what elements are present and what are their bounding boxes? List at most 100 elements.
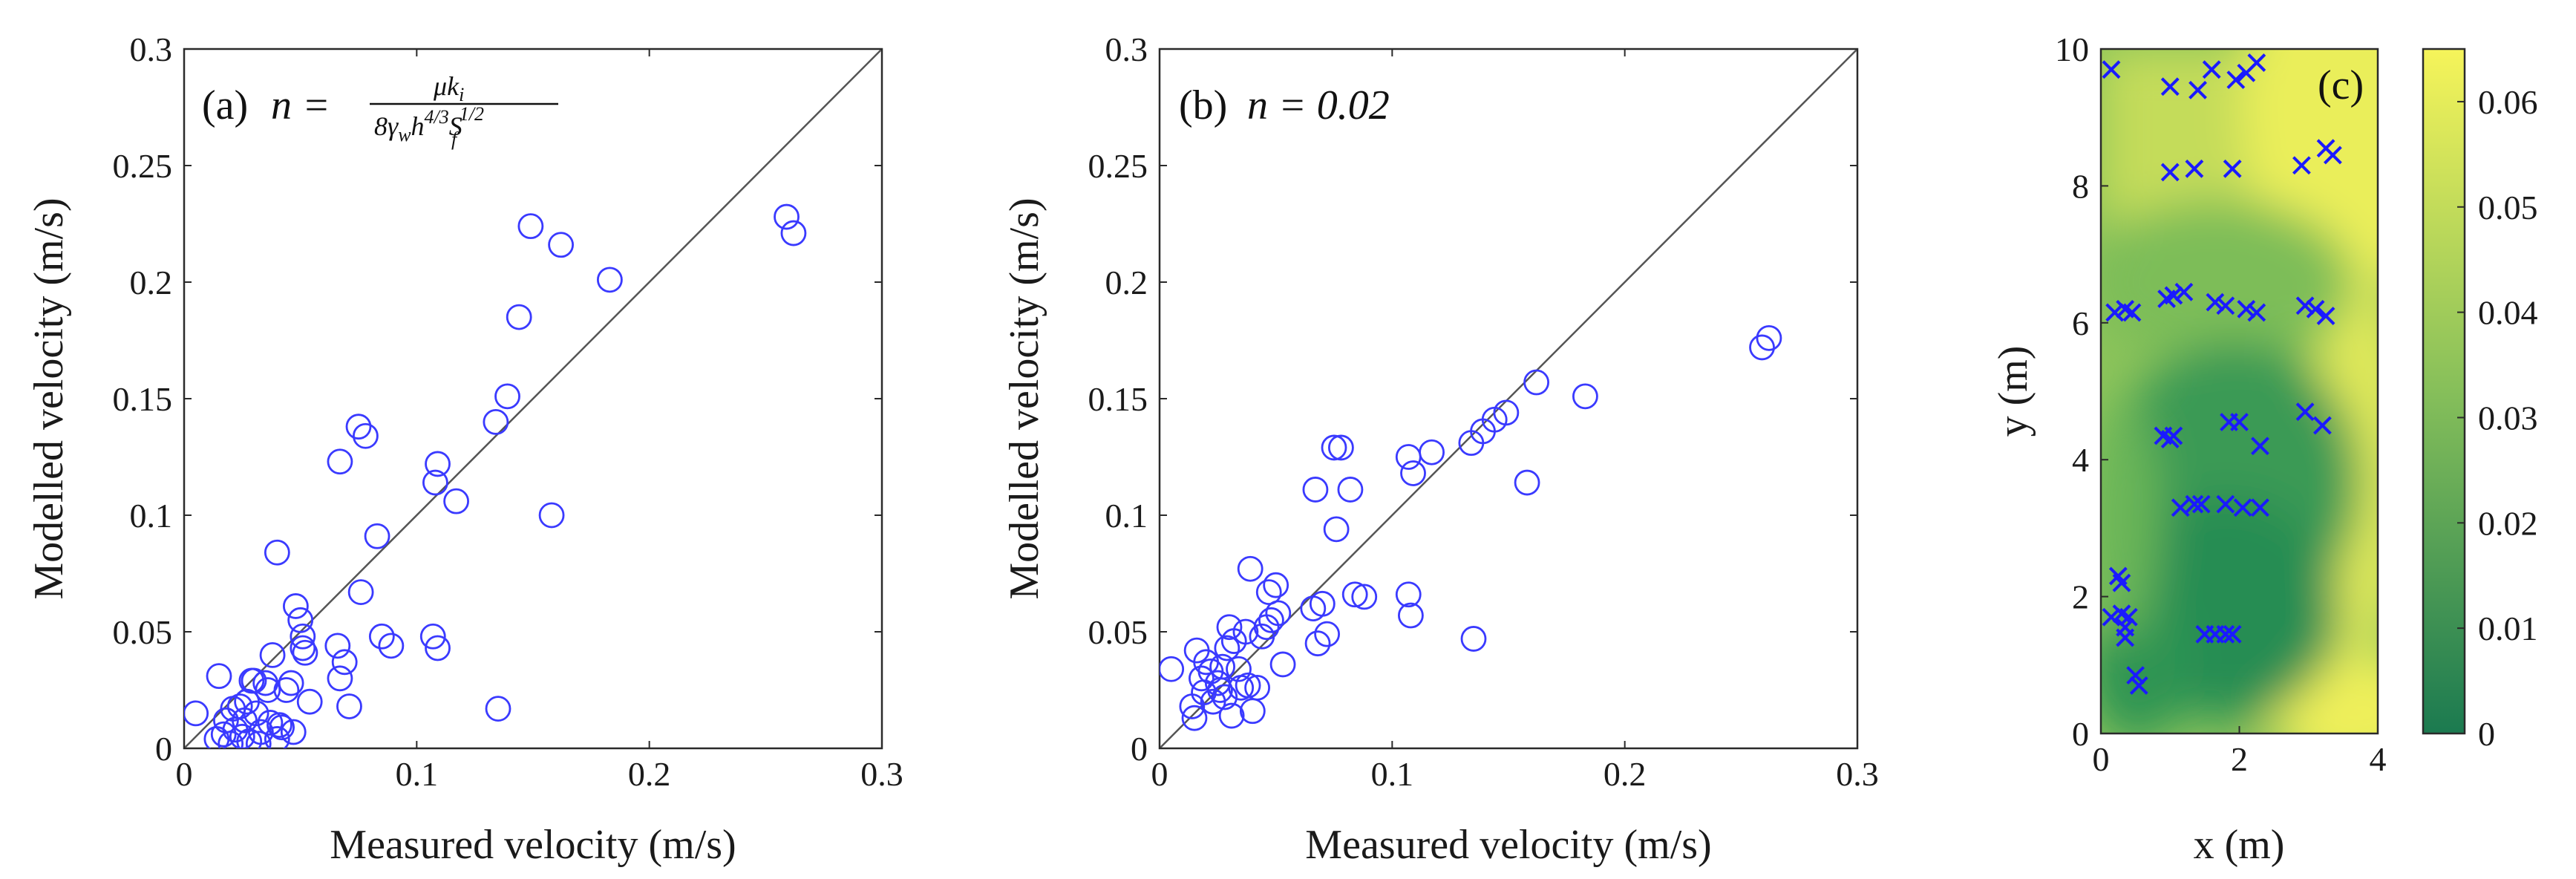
panel-c: 0 2 4 0 2 4 6 8 10 (c) x (m) y (m) 0 0.01 0.02 0.03… (1990, 30, 2538, 868)
data-point (422, 469, 448, 496)
data-point (345, 414, 372, 440)
data-point (1395, 581, 1422, 608)
data-point (368, 623, 395, 650)
data-point (494, 383, 520, 410)
colorbar-tick-label: 0.04 (2478, 294, 2538, 332)
data-point (327, 448, 353, 475)
data-point (259, 642, 286, 668)
measurement-marker (2216, 494, 2235, 514)
data-point (229, 723, 255, 748)
y-tick-label: 0 (1131, 730, 1148, 768)
data-point (1351, 584, 1378, 610)
data-point (780, 220, 807, 246)
data-point (290, 623, 316, 650)
data-point (1189, 665, 1215, 692)
panel-a-denominator: 8γwh4/3S1/2 f (374, 103, 484, 150)
data-point (506, 304, 532, 330)
measurement-marker (2295, 402, 2315, 422)
data-point (1321, 434, 1347, 461)
measurement-marker (2202, 60, 2221, 79)
x-tick-label: 2 (2231, 740, 2248, 778)
colorbar-tick-label: 0.02 (2478, 504, 2538, 542)
data-point (425, 635, 451, 661)
x-tick-label: 0.2 (1604, 755, 1647, 793)
panel-a: 0 0.1 0.2 0.3 0 0.05 0.1 0.15 0.2 0.25 0.3 Measure… (26, 30, 903, 868)
data-point (443, 488, 469, 514)
data-point (1398, 602, 1424, 629)
x-tick-label: 0 (2093, 740, 2110, 778)
data-point (1237, 555, 1264, 582)
data-point (1309, 590, 1336, 617)
data-point (1419, 439, 1445, 465)
data-point (1572, 383, 1598, 410)
y-tick-label: 0.25 (1088, 147, 1148, 185)
x-tick-label: 0 (1151, 755, 1168, 793)
data-point (292, 639, 318, 666)
data-point (1337, 477, 1364, 503)
x-tick-label: 0.3 (860, 755, 903, 793)
y-tick-label: 0.15 (113, 380, 173, 418)
panel-a-points (184, 203, 807, 748)
data-point (1269, 651, 1296, 678)
data-point (331, 649, 358, 676)
panel-b-xlabel: Measured velocity (m/s) (1305, 822, 1711, 868)
data-point (255, 677, 281, 703)
data-point (538, 502, 565, 529)
measurement-marker (2312, 416, 2332, 435)
colorbar-tick-label: 0.05 (2478, 189, 2538, 226)
data-point (210, 721, 237, 748)
measurement-marker (2174, 282, 2194, 301)
measurement-marker (2230, 413, 2249, 431)
x-tick-label: 4 (2370, 740, 2387, 778)
panel-a-annotation: (a) n = μki 8γwh4/3S1/2 f (202, 71, 558, 150)
data-point (1209, 653, 1235, 680)
measurement-marker (2126, 666, 2145, 685)
data-point (273, 677, 300, 703)
y-tick-label: 0.3 (130, 30, 173, 68)
data-point (269, 714, 295, 741)
data-point (1232, 618, 1259, 645)
panel-a-label: (a) (202, 82, 248, 128)
data-point (1514, 469, 1540, 496)
measurement-marker (2185, 494, 2204, 514)
data-point (264, 539, 290, 566)
measurement-marker (2223, 624, 2242, 644)
data-point (1302, 477, 1329, 503)
y-tick-label: 8 (2072, 167, 2089, 205)
data-point (1214, 635, 1240, 661)
panel-b-ylabel: Modelled velocity (m/s) (1001, 197, 1047, 599)
data-point (287, 607, 314, 633)
data-point (264, 726, 290, 748)
data-point (1212, 684, 1238, 710)
data-point (1218, 702, 1245, 729)
measurement-marker (2129, 676, 2148, 695)
colorbar-tick-label: 0.03 (2478, 399, 2538, 437)
panel-c-xlabel: x (m) (2194, 822, 2285, 868)
colorbar-tick-label: 0.06 (2478, 83, 2538, 121)
x-tick-label: 0.3 (1836, 755, 1879, 793)
data-point (257, 710, 284, 736)
measurement-marker (2160, 163, 2180, 182)
measurement-marker (2105, 303, 2125, 322)
x-tick-label: 0.2 (628, 755, 671, 793)
y-tick-label: 6 (2072, 304, 2089, 342)
measurement-marker (2102, 60, 2121, 79)
data-point (184, 700, 209, 727)
panel-c-heatmap (2101, 49, 2378, 733)
data-point (1216, 614, 1243, 641)
measurement-marker (2295, 296, 2315, 316)
panel-a-numerator: μki (433, 71, 464, 105)
measurement-marker (2237, 299, 2256, 318)
measurement-marker (2247, 303, 2266, 322)
data-point (425, 451, 451, 477)
data-point (296, 688, 323, 715)
panel-a-lhs: n = (271, 82, 330, 128)
measurement-marker (2160, 77, 2180, 97)
panel-c-ticks: 0 2 4 0 2 4 6 8 10 (2055, 30, 2387, 778)
data-point (280, 719, 307, 745)
colorbar: 0 0.01 0.02 0.03 0.04 0.05 0.06 (2422, 48, 2538, 753)
data-point (483, 409, 509, 435)
measurement-marker (2216, 296, 2235, 316)
y-tick-label: 0.2 (1105, 264, 1148, 301)
colorbar-ticks: 0 0.01 0.02 0.03 0.04 0.05 0.06 (2457, 83, 2538, 753)
